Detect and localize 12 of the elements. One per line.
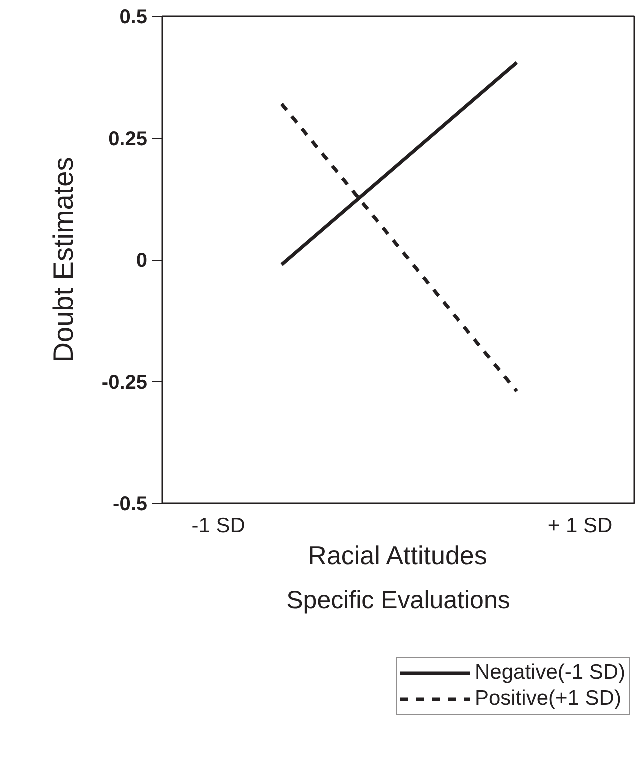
y-tick-label: 0 bbox=[136, 250, 148, 272]
y-axis-title: Doubt Estimates bbox=[48, 157, 79, 363]
legend-label: Positive(+1 SD) bbox=[475, 687, 622, 711]
text: Specific Evaluations bbox=[286, 586, 510, 614]
x-axis-title: Racial Attitudes bbox=[308, 540, 488, 570]
y-tick-label: 0.5 bbox=[120, 6, 148, 28]
x-tick-label: + 1 SD bbox=[548, 514, 613, 538]
y-tick-label: 0.25 bbox=[108, 128, 148, 150]
y-tick-label: -0.5 bbox=[113, 494, 148, 516]
x-tick-label: -1 SD bbox=[192, 514, 246, 538]
y-tick-label: -0.25 bbox=[102, 372, 148, 394]
legend-label: Negative(-1 SD) bbox=[475, 661, 626, 685]
